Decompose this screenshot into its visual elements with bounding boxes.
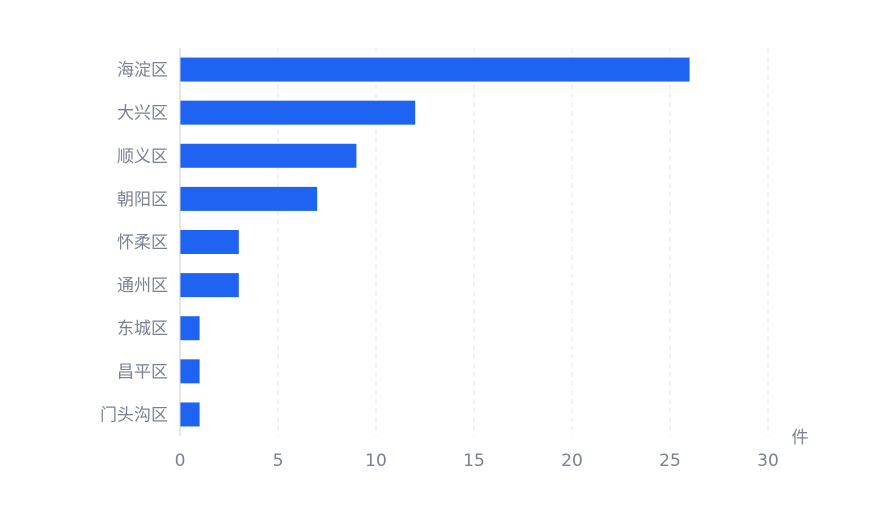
- x-tick-label: 10: [365, 451, 387, 471]
- y-category-label: 朝阳区: [117, 190, 168, 210]
- bars: [180, 57, 690, 427]
- y-category-label: 大兴区: [117, 104, 168, 124]
- bar: [180, 273, 239, 298]
- bar: [180, 186, 318, 211]
- bar: [180, 316, 200, 341]
- x-tick-label: 30: [757, 451, 779, 471]
- x-tick-label: 20: [561, 451, 583, 471]
- x-tick-label: 15: [463, 451, 485, 471]
- x-tick-label: 0: [175, 451, 186, 471]
- y-category-label: 海淀区: [117, 61, 168, 81]
- y-category-label: 东城区: [117, 319, 168, 339]
- bar: [180, 230, 239, 254]
- bar: [180, 100, 416, 125]
- x-tick-label: 25: [659, 451, 681, 471]
- y-category-label: 顺义区: [117, 147, 168, 167]
- bar: [180, 57, 690, 82]
- y-category-label: 怀柔区: [117, 233, 168, 253]
- labels: 0 5 10 15 20 25 30 海淀区大兴区顺义区朝阳区怀柔区通州区东城区昌平区门头沟区…: [100, 61, 809, 471]
- y-category-label: 昌平区: [117, 362, 168, 382]
- x-tick-label: 5: [273, 451, 284, 471]
- y-category-label: 通州区: [117, 276, 168, 296]
- bar: [180, 143, 357, 168]
- bar: [180, 359, 200, 384]
- y-category-label: 门头沟区: [100, 405, 168, 425]
- bar: [180, 402, 200, 427]
- x-unit-label: 件: [792, 428, 809, 448]
